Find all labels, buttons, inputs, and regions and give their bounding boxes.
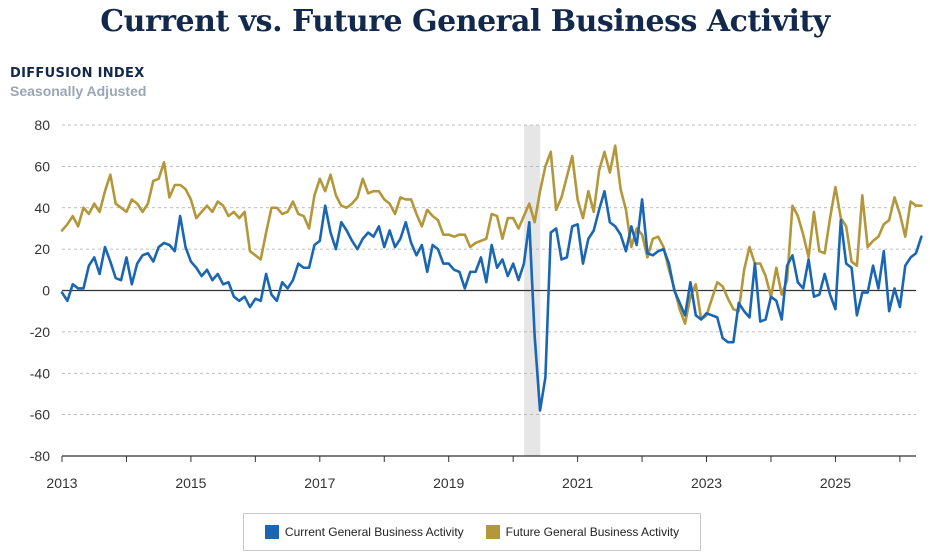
y-tick-label: -60 (30, 407, 50, 423)
y-axis-label: DIFFUSION INDEX (10, 66, 145, 81)
legend-label-future: Future General Business Activity (505, 525, 680, 539)
x-tick-label: 2021 (562, 475, 593, 491)
x-tick-label: 2023 (691, 475, 722, 491)
series-line-future (60, 144, 923, 325)
y-tick-label: 20 (34, 241, 50, 257)
y-tick-label: 0 (42, 283, 50, 299)
x-tick-label: 2019 (433, 475, 464, 491)
chart-legend: Current General Business Activity Future… (243, 513, 701, 551)
legend-swatch-current (264, 525, 279, 539)
y-tick-label: -40 (30, 365, 50, 381)
y-tick-label: -80 (30, 448, 50, 464)
y-tick-label: 60 (34, 158, 50, 174)
legend-swatch-future (485, 525, 500, 539)
x-tick-label: 2025 (820, 475, 851, 491)
x-tick-label: 2013 (46, 475, 77, 491)
x-tick-label: 2015 (175, 475, 206, 491)
y-tick-label: -20 (30, 324, 50, 340)
x-tick-label: 2017 (304, 475, 335, 491)
line-chart: 80 60 40 20 0 -20 -40 -60 -80 2013 2015 2017 2019 202… (30, 117, 923, 491)
series-line-current (60, 189, 923, 412)
y-tick-label: 80 (34, 117, 50, 133)
legend-item-future: Future General Business Activity (485, 525, 680, 539)
chart-title: Current vs. Future General Business Acti… (100, 4, 830, 39)
legend-label-current: Current General Business Activity (284, 525, 464, 539)
y-tick-label: 40 (34, 200, 50, 216)
legend-item-current: Current General Business Activity (264, 525, 464, 539)
chart-subtitle: Seasonally Adjusted (10, 83, 147, 99)
